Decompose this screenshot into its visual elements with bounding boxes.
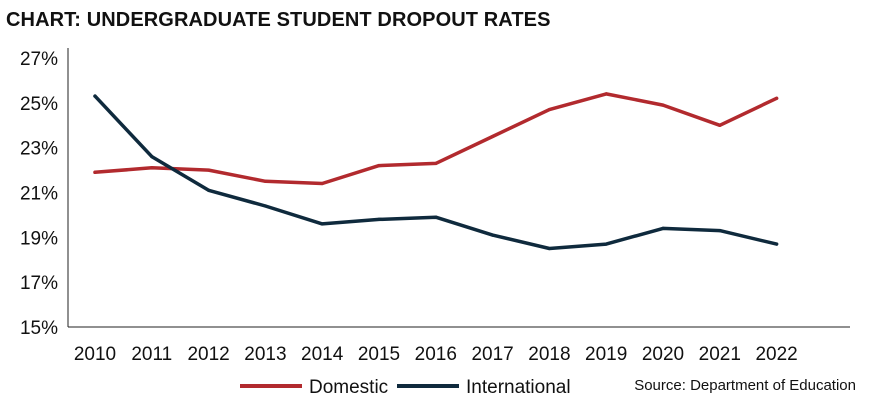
data-point-domestic (377, 164, 381, 168)
data-point-international (434, 215, 438, 219)
data-point-domestic (320, 181, 324, 186)
data-point-international (93, 94, 97, 98)
y-tick-label: 23% (20, 139, 58, 160)
data-point-international (775, 242, 779, 246)
data-point-international (547, 246, 552, 251)
data-point-domestic (604, 92, 608, 96)
y-tick-label: 21% (20, 184, 58, 205)
data-point-domestic (718, 123, 722, 127)
series-line-domestic (93, 92, 779, 186)
x-tick-label: 2011 (131, 344, 172, 365)
chart-title: CHART: UNDERGRADUATE STUDENT DROPOUT RAT… (6, 9, 551, 31)
legend-label-domestic: Domestic (309, 377, 388, 398)
data-point-international (491, 233, 495, 237)
y-tick-label: 17% (20, 273, 58, 294)
x-tick-label: 2016 (415, 344, 457, 365)
data-point-domestic (547, 107, 552, 112)
data-point-international (150, 155, 154, 159)
x-tick-label: 2010 (74, 344, 116, 365)
data-point-international (661, 226, 665, 230)
x-tick-label: 2022 (755, 344, 797, 365)
series-line-international (93, 94, 779, 251)
x-axis-tick-labels: 2010 2011 2012 2013 2014 2015 2016 2017 2018 2019… (74, 344, 798, 365)
data-point-international (320, 222, 324, 226)
x-tick-label: 2018 (528, 344, 570, 365)
y-tick-label: 15% (20, 318, 58, 339)
data-point-international (604, 242, 608, 246)
data-point-domestic (93, 170, 97, 174)
data-point-domestic (150, 166, 154, 170)
x-tick-label: 2015 (358, 344, 400, 365)
x-tick-label: 2013 (244, 344, 286, 365)
x-tick-label: 2014 (301, 344, 344, 365)
y-axis-tick-labels: 15% 17% 19% 21% 23% 25% 27% (20, 49, 58, 339)
data-point-domestic (263, 179, 267, 183)
data-point-domestic (434, 161, 438, 165)
data-point-domestic (661, 103, 665, 107)
data-point-international (207, 188, 211, 192)
series-lines (93, 92, 779, 251)
x-tick-label: 2020 (642, 344, 684, 365)
data-point-domestic (775, 96, 779, 100)
data-point-domestic (491, 134, 495, 139)
data-point-international (718, 229, 722, 233)
data-point-international (377, 217, 381, 221)
data-point-international (263, 204, 267, 208)
y-tick-label: 25% (20, 94, 58, 115)
x-tick-label: 2019 (585, 344, 627, 365)
source-note: Source: Department of Education (634, 377, 856, 394)
x-tick-label: 2017 (471, 344, 513, 365)
legend: Domestic International (240, 377, 571, 398)
x-tick-label: 2012 (187, 344, 229, 365)
y-tick-label: 19% (20, 228, 58, 249)
x-tick-label: 2021 (699, 344, 741, 365)
data-point-domestic (207, 168, 211, 172)
legend-label-international: International (466, 377, 571, 398)
y-tick-label: 27% (20, 49, 58, 70)
